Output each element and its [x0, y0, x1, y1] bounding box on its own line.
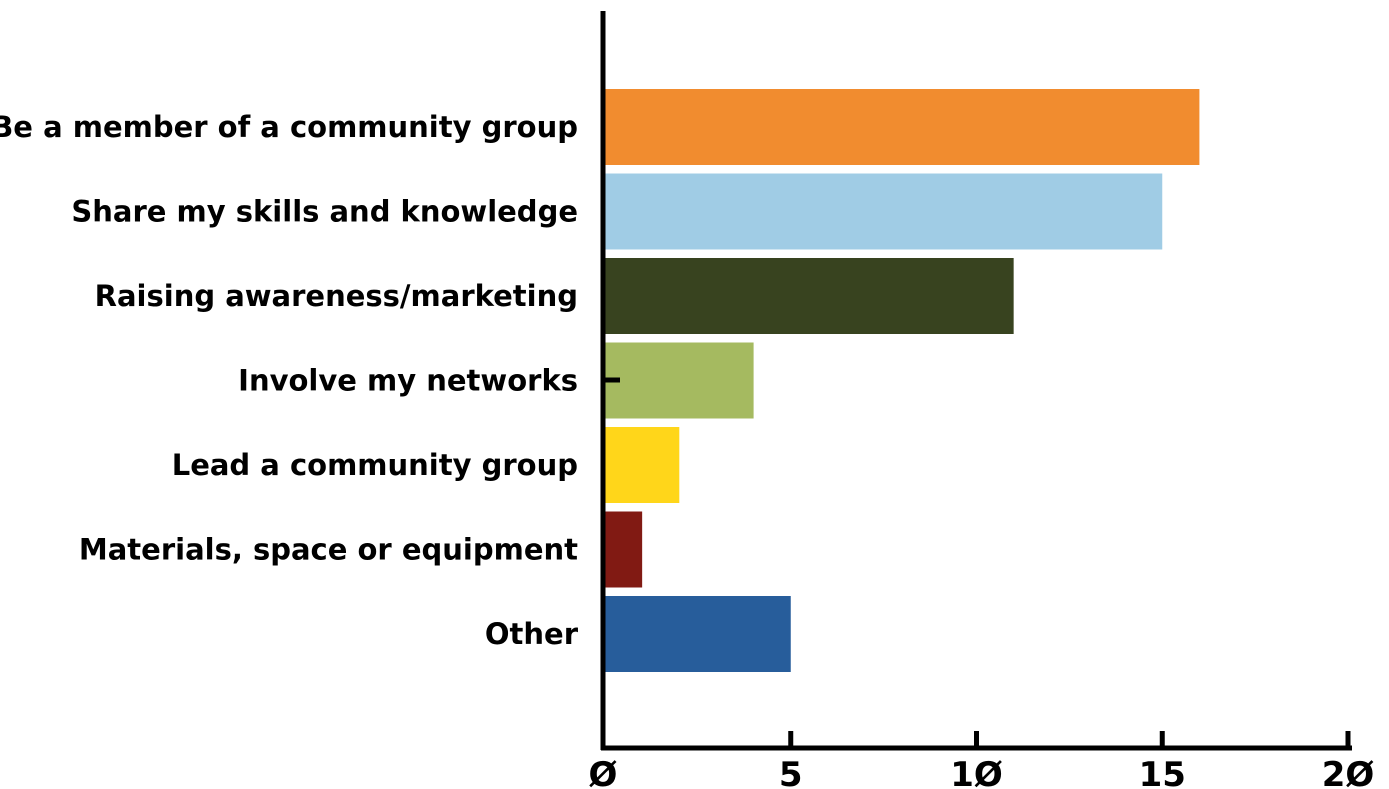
- category-label: Lead a community group: [172, 448, 578, 482]
- x-tick-label: 15: [1139, 755, 1186, 789]
- category-label: Be a member of a community group: [0, 110, 578, 144]
- bar: [605, 173, 1163, 250]
- category-label: Raising awareness/marketing: [95, 279, 578, 313]
- category-label: Share my skills and knowledge: [71, 195, 578, 229]
- bars: [605, 89, 1200, 672]
- category-label: Involve my networks: [238, 364, 578, 398]
- category-labels: Be a member of a community group Share my…: [0, 110, 579, 651]
- x-axis-tick-labels: Ø 5 1Ø 15 2Ø: [589, 755, 1375, 789]
- bar: [605, 258, 1014, 334]
- category-label: Other: [485, 617, 579, 651]
- bar: [605, 427, 680, 503]
- x-tick-label: Ø: [589, 755, 618, 789]
- bar: [605, 342, 754, 419]
- x-tick-label: 1Ø: [950, 755, 1003, 789]
- x-axis-ticks: [788, 731, 1351, 750]
- bar: [605, 596, 791, 672]
- x-tick-label: 5: [779, 755, 803, 789]
- bar: [605, 511, 643, 588]
- bar: [605, 89, 1200, 165]
- x-tick-label: 2Ø: [1322, 755, 1375, 789]
- category-label: Materials, space or equipment: [79, 533, 578, 567]
